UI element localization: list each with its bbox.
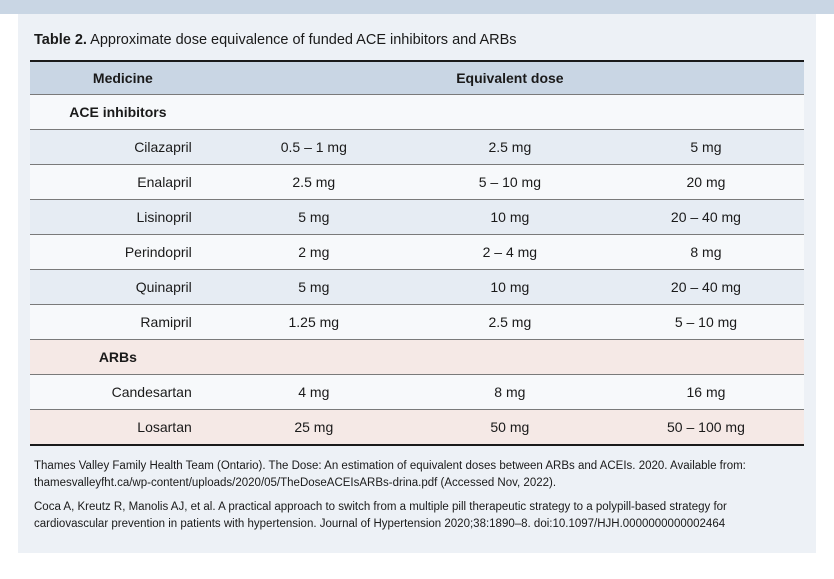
dose-cell: 2 mg [216, 235, 412, 270]
caption-text: Approximate dose equivalence of funded A… [90, 32, 516, 48]
medicine-name: Cilazapril [30, 130, 216, 165]
dose-cell: 50 – 100 mg [608, 410, 804, 446]
table-row: Candesartan 4 mg 8 mg 16 mg [30, 375, 804, 410]
table-row: Quinapril 5 mg 10 mg 20 – 40 mg [30, 270, 804, 305]
dose-cell: 16 mg [608, 375, 804, 410]
dose-cell: 10 mg [412, 200, 608, 235]
dose-cell: 4 mg [216, 375, 412, 410]
col-header-dose: Equivalent dose [216, 61, 804, 95]
dose-cell: 0.5 – 1 mg [216, 130, 412, 165]
dose-cell: 20 – 40 mg [608, 200, 804, 235]
section-row-ace: ACE inhibitors [30, 95, 804, 130]
dose-cell: 2.5 mg [412, 130, 608, 165]
dose-equivalence-table: Medicine Equivalent dose ACE inhibitors … [30, 60, 804, 446]
medicine-name: Losartan [30, 410, 216, 446]
dose-cell: 2.5 mg [412, 305, 608, 340]
dose-cell: 2 – 4 mg [412, 235, 608, 270]
table-row: Enalapril 2.5 mg 5 – 10 mg 20 mg [30, 165, 804, 200]
page: Table 2. Approximate dose equivalence of… [0, 0, 834, 579]
medicine-name: Lisinopril [30, 200, 216, 235]
table-row: Lisinopril 5 mg 10 mg 20 – 40 mg [30, 200, 804, 235]
medicine-name: Ramipril [30, 305, 216, 340]
top-accent-bar [0, 0, 834, 14]
medicine-name: Perindopril [30, 235, 216, 270]
medicine-name: Quinapril [30, 270, 216, 305]
table-row: Losartan 25 mg 50 mg 50 – 100 mg [30, 410, 804, 446]
caption-label: Table 2. [34, 32, 87, 48]
dose-cell: 5 mg [216, 200, 412, 235]
dose-cell: 20 mg [608, 165, 804, 200]
dose-cell: 10 mg [412, 270, 608, 305]
dose-cell: 5 mg [216, 270, 412, 305]
table-panel: Table 2. Approximate dose equivalence of… [18, 14, 816, 553]
dose-cell: 20 – 40 mg [608, 270, 804, 305]
table-row: Ramipril 1.25 mg 2.5 mg 5 – 10 mg [30, 305, 804, 340]
medicine-name: Enalapril [30, 165, 216, 200]
reference-item: Coca A, Kreutz R, Manolis AJ, et al. A p… [34, 499, 800, 532]
medicine-name: Candesartan [30, 375, 216, 410]
references: Thames Valley Family Health Team (Ontari… [34, 458, 800, 533]
dose-cell: 5 mg [608, 130, 804, 165]
dose-cell: 1.25 mg [216, 305, 412, 340]
reference-item: Thames Valley Family Health Team (Ontari… [34, 458, 800, 491]
section-label: ACE inhibitors [30, 95, 216, 130]
dose-cell: 5 – 10 mg [608, 305, 804, 340]
col-header-medicine: Medicine [30, 61, 216, 95]
dose-cell: 8 mg [608, 235, 804, 270]
table-header-row: Medicine Equivalent dose [30, 61, 804, 95]
table-row: Perindopril 2 mg 2 – 4 mg 8 mg [30, 235, 804, 270]
dose-cell: 5 – 10 mg [412, 165, 608, 200]
dose-cell: 2.5 mg [216, 165, 412, 200]
section-row-arb: ARBs [30, 340, 804, 375]
section-label: ARBs [30, 340, 216, 375]
dose-cell: 25 mg [216, 410, 412, 446]
table-caption: Table 2. Approximate dose equivalence of… [34, 32, 800, 48]
dose-cell: 50 mg [412, 410, 608, 446]
dose-cell: 8 mg [412, 375, 608, 410]
table-row: Cilazapril 0.5 – 1 mg 2.5 mg 5 mg [30, 130, 804, 165]
